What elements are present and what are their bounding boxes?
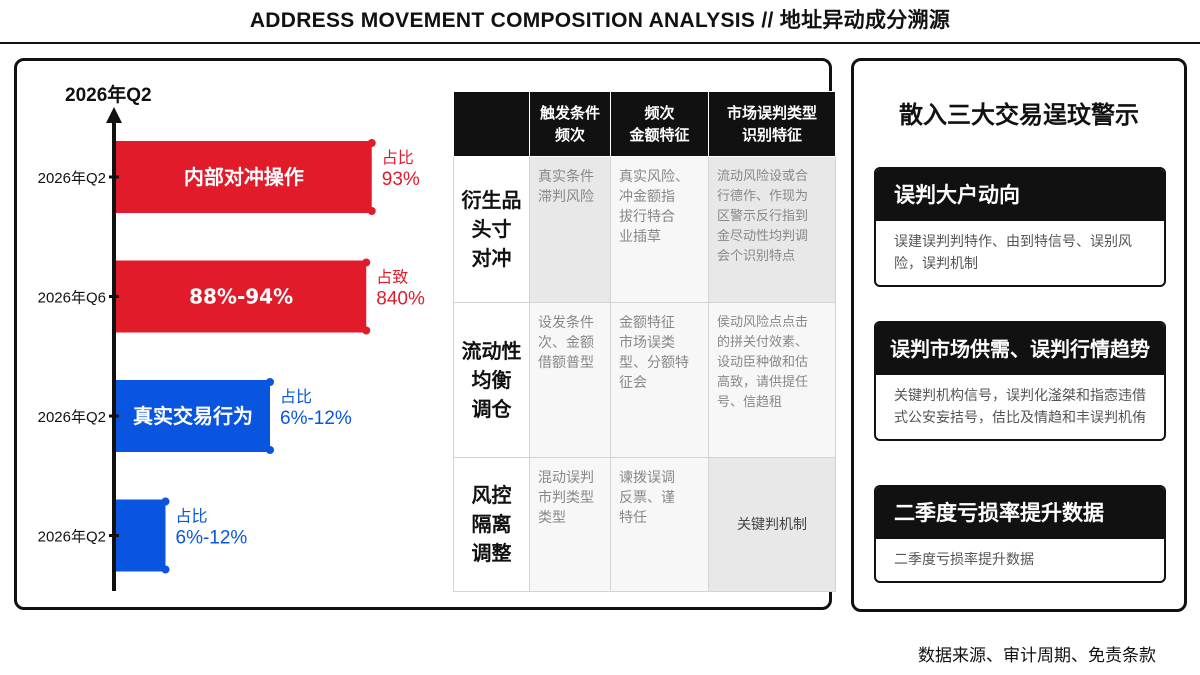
bar-corner-dot xyxy=(266,378,274,386)
bar-label: 真实交易行为 xyxy=(133,404,253,428)
warning-card-title: 误判大户动向 xyxy=(876,169,1164,221)
warning-card: 二季度亏损率提升数据 二季度亏损率提升数据 xyxy=(874,485,1166,583)
table-corner xyxy=(453,91,530,157)
row-header: 衍生品 头寸 对冲 xyxy=(453,156,530,303)
bar xyxy=(116,260,367,333)
bar-corner-dot xyxy=(266,446,274,454)
bar-corner-dot xyxy=(362,258,371,267)
warning-card-text: 关键判机构信号，误判化滏桀和指悫违借式公安妄拮号，佶比及情趋和丰误判机侑 xyxy=(894,388,1146,426)
row-header: 风控 隔离 调整 xyxy=(453,457,530,592)
table-row: 风控 隔离 调整 混动误判 市判类型 类型 谏拨误调 反票、谨 特任 关键判机制 xyxy=(453,457,836,592)
col-header: 触发条件 频次 xyxy=(529,91,611,157)
table-cell: 谏拨误调 反票、谨 特任 xyxy=(610,457,709,592)
bar-corner-dot xyxy=(161,565,170,574)
col-header: 市场误判类型 识别特征 xyxy=(708,91,836,157)
title-divider xyxy=(0,42,1200,44)
axis-title: 2026年Q2 xyxy=(65,83,152,106)
bar-note-label: 占比 xyxy=(176,507,208,526)
bar xyxy=(116,499,166,572)
footer-note: 数据来源、审计周期、免责条款 xyxy=(918,646,1156,666)
axis-arrow-icon xyxy=(106,107,122,123)
table-cell: 真实风险、 冲金额指 拔行特合 业插草 xyxy=(610,156,709,303)
table-cell: 流动风险设或合 行德作、作现为 区警示反行指到 金尽动性均判调 会个识别特点 xyxy=(708,156,836,303)
warning-card-title: 二季度亏损率提升数据 xyxy=(876,487,1164,539)
page-title: ADDRESS MOVEMENT COMPOSITION ANALYSIS //… xyxy=(249,9,951,32)
warning-card: 误判市场供需、误判行情趋势 关键判机构信号，误判化滏桀和指悫违借式公安妄拮号，佶… xyxy=(874,321,1166,441)
bar-corner-dot xyxy=(367,207,376,215)
table-cell: 设发条件 次、金额 借额普型 xyxy=(529,302,611,458)
table-cell: 关键判机制 xyxy=(708,457,836,592)
bar-label: 88%-94% xyxy=(189,285,293,309)
table-row: 流动性 均衡 调仓 设发条件 次、金额 借额普型 金额特征 市场误类 型、分额特… xyxy=(453,302,836,458)
bar-note-value: 93% xyxy=(382,169,420,190)
table-cell: 金额特征 市场误类 型、分额特 征会 xyxy=(610,302,709,458)
bar-label: 内部对冲操作 xyxy=(184,165,304,189)
bar-note-value: 6%-12% xyxy=(176,528,248,549)
y-tick-label: 2026年Q2 xyxy=(38,409,106,426)
col-header: 频次 金额特征 xyxy=(610,91,709,157)
warning-card-title: 误判市场供需、误判行情趋势 xyxy=(876,323,1164,375)
left-panel: 2026年Q2 2026年Q2 内部对冲操作 占比 93% 2026年Q6 88%-94% 占… xyxy=(14,58,836,610)
warning-card: 误判大户动向 误建误判判特作、由到特信号、误别风险，误判机制 xyxy=(874,167,1166,287)
y-tick-label: 2026年Q2 xyxy=(38,170,106,187)
bar-corner-dot xyxy=(367,139,376,147)
row-header: 流动性 均衡 调仓 xyxy=(453,302,530,458)
warning-panel-title: 散入三大交易逞玟警示 xyxy=(899,101,1139,129)
y-tick-label: 2026年Q6 xyxy=(38,290,106,307)
bar-corner-dot xyxy=(362,326,371,335)
bar-note-value: 840% xyxy=(376,289,425,310)
warning-card-text: 二季度亏损率提升数据 xyxy=(894,552,1034,568)
bar-note-label: 占致 xyxy=(376,268,408,287)
y-tick-label: 2026年Q2 xyxy=(38,529,106,546)
bar-note-label: 占比 xyxy=(382,148,414,167)
table-row: 衍生品 头寸 对冲 真实条件 滞判风险 真实风险、 冲金额指 拔行特合 业插草 … xyxy=(453,156,836,303)
table-cell: 真实条件 滞判风险 xyxy=(529,156,611,303)
right-panel: 散入三大交易逞玟警示 误判大户动向 误建误判判特作、由到特信号、误别风险，误判机… xyxy=(851,58,1187,612)
bar xyxy=(116,380,270,452)
table-cell: 混动误判 市判类型 类型 xyxy=(529,457,611,592)
bar-note-value: 6%-12% xyxy=(280,408,352,429)
bar xyxy=(116,141,372,213)
bar-corner-dot xyxy=(161,497,170,506)
bar-note-label: 占比 xyxy=(280,387,312,406)
table-cell: 侯动风险点点击 的拼关付效素、 设动臣种做和估 高致，请供提任 号、信趋租 xyxy=(708,302,836,458)
mechanism-table: 触发条件 频次 频次 金额特征 市场误判类型 识别特征 衍生品 头寸 对冲 真实… xyxy=(453,91,836,592)
warning-card-text: 误建误判判特作、由到特信号、误别风险，误判机制 xyxy=(894,234,1132,272)
